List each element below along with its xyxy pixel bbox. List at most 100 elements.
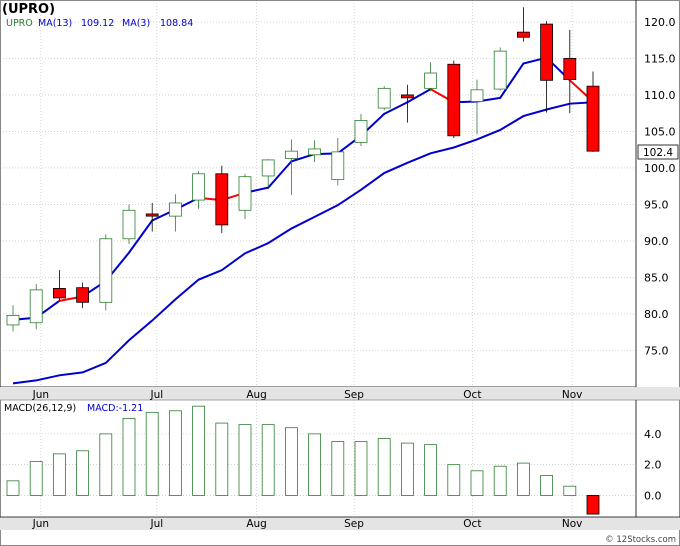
candle-body [76, 287, 89, 303]
candle [563, 29, 577, 114]
candle [400, 84, 414, 123]
candle-body [53, 288, 66, 299]
macd-tick-label: 0.0 [644, 489, 662, 502]
macd-bar [308, 433, 322, 496]
macd-bar [377, 438, 391, 496]
ma13-line [12, 101, 594, 385]
candle [447, 60, 461, 139]
ma3-segment [406, 88, 432, 104]
ma13-polyline [12, 101, 594, 385]
price-tick-label: 115.0 [644, 52, 676, 65]
x-axis-labels: Jun Jul Aug Sep Oct Nov Jun Jul Aug Sep Oct Nov [32, 389, 583, 530]
macd-legend-title: MACD(26,12,9) [4, 403, 76, 414]
candle-body [6, 315, 20, 326]
macd-bar [470, 470, 484, 496]
price-x-tick-label: Jul [150, 389, 164, 401]
macd-x-tick-label: Jul [150, 518, 164, 530]
candle-body [284, 150, 298, 159]
macd-bar [99, 433, 113, 496]
macd-bar [400, 442, 414, 496]
candles [6, 7, 600, 332]
price-tick-label: 75.0 [644, 344, 669, 357]
candle-body [168, 202, 182, 217]
candle-body [470, 89, 484, 102]
macd-legend-value: MACD:-1.21 [87, 403, 143, 414]
candle-body [354, 120, 368, 143]
candle [493, 47, 507, 91]
price-tick-label: 110.0 [644, 89, 676, 102]
macd-bar [76, 450, 89, 496]
last-price-tag: 102.4 [637, 144, 679, 160]
legend-ma3-value: 108.84 [160, 18, 193, 29]
macd-bar [122, 418, 136, 496]
macd-bar [493, 465, 507, 496]
candle [29, 284, 43, 330]
macd-bar [563, 485, 577, 496]
macd-tick-label: 2.0 [644, 459, 662, 472]
legend-upro: UPRO [6, 18, 33, 29]
candle [331, 138, 345, 186]
macd-bar [354, 441, 368, 496]
price-x-tick-label: Sep [344, 389, 364, 401]
legend-ma13-value: 109.12 [81, 18, 114, 29]
candle-body [540, 23, 553, 81]
price-tick-label: 120.0 [644, 16, 676, 29]
candle [192, 170, 206, 209]
candle-body [563, 58, 577, 80]
candle-body [400, 94, 414, 99]
price-tick-label: 100.0 [644, 162, 676, 175]
macd-x-tick-label: Nov [562, 518, 583, 530]
chart-title: (UPRO) [2, 2, 55, 17]
candle [354, 113, 368, 147]
macd-tick-label: 4.0 [644, 428, 662, 441]
legend-ma13-label: MA(13) [38, 18, 72, 29]
candle-body [192, 173, 206, 201]
price-grid [0, 0, 636, 387]
candle [377, 86, 391, 111]
candle-body [215, 173, 229, 226]
ma3-segment [290, 153, 316, 163]
macd-bar [261, 424, 275, 496]
macd-x-tick-label: Sep [344, 518, 364, 530]
macd-bar [284, 427, 298, 496]
candle-body [331, 151, 345, 181]
ma3-segment [499, 62, 525, 99]
price-tick-label: 105.0 [644, 125, 676, 138]
macd-bar [168, 410, 182, 496]
macd-bar [215, 422, 229, 496]
candle [168, 194, 182, 232]
candle [99, 234, 113, 311]
price-tick-label: 85.0 [644, 271, 669, 284]
price-x-tick-label: Jun [32, 389, 49, 401]
macd-bar [6, 480, 20, 496]
candle-body [261, 159, 275, 177]
price-x-tick-label: Aug [246, 389, 267, 401]
date-strip-bottom [0, 517, 680, 530]
candle-body [447, 63, 461, 137]
candle-body [29, 289, 43, 324]
candle [215, 165, 229, 233]
candle [424, 62, 438, 92]
ma3-segment [128, 219, 154, 254]
candle [6, 305, 20, 332]
ma3-segment [267, 160, 293, 189]
macd-x-tick-label: Oct [463, 518, 481, 530]
macd-bar [145, 411, 159, 496]
last-price-label: 102.4 [643, 147, 673, 159]
candle-body [424, 72, 438, 89]
macd-bar [586, 495, 600, 515]
macd-bar [540, 475, 553, 496]
ma3-segment [383, 101, 409, 115]
y-axis-labels: 75.0 80.0 85.0 90.0 95.0 100.0 105.0 110.0 115.0… [644, 16, 676, 503]
macd-bar [331, 441, 345, 496]
candle-body [145, 213, 159, 217]
macd-bar [29, 461, 43, 496]
candle [238, 173, 252, 220]
macd-bar [517, 462, 530, 496]
candle [261, 159, 275, 187]
candle-body [517, 31, 530, 38]
candle [284, 139, 298, 195]
legend-ma3-label: MA(3) [122, 18, 150, 29]
candle [586, 71, 600, 152]
watermark-text: © 12Stocks.com [605, 535, 676, 545]
